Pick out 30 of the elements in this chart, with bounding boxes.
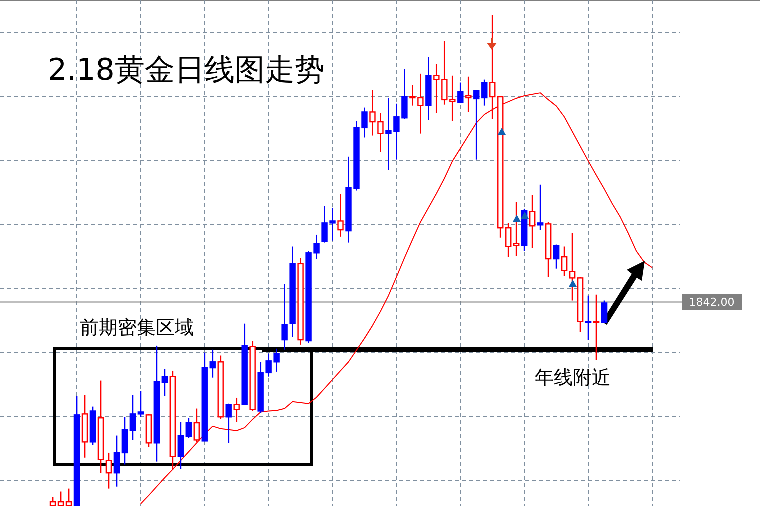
candlestick: [585, 295, 592, 341]
candlestick: [537, 184, 544, 231]
candlestick: [482, 79, 488, 107]
annotation: 前期密集区域: [80, 317, 194, 339]
candlestick: [114, 435, 120, 488]
candlestick: [226, 403, 232, 444]
candlestick: [561, 246, 568, 277]
candlestick: [466, 76, 472, 113]
candlestick: [514, 201, 520, 257]
candlestick: [234, 397, 240, 423]
candlestick: [210, 349, 216, 379]
candlestick: [194, 408, 200, 443]
candlestick: [186, 417, 192, 439]
candlestick: [338, 194, 344, 238]
candlestick: [601, 300, 608, 324]
candlestick: [162, 368, 168, 397]
candlestick: [530, 194, 536, 249]
candlestick: [553, 244, 560, 270]
candlestick: [458, 82, 464, 104]
text: 2.18黄金日线图走势: [48, 53, 325, 88]
annotation: 年线附近: [535, 367, 611, 389]
candlestick: [122, 416, 128, 466]
candlestick: [178, 421, 184, 470]
candlestick: [474, 89, 480, 161]
candlestick: [130, 394, 136, 441]
candlestick: [593, 294, 600, 361]
candlestick: [506, 222, 512, 258]
candlestick: [106, 452, 112, 490]
text: 1842.00: [689, 296, 735, 310]
candlestick: [138, 390, 144, 418]
